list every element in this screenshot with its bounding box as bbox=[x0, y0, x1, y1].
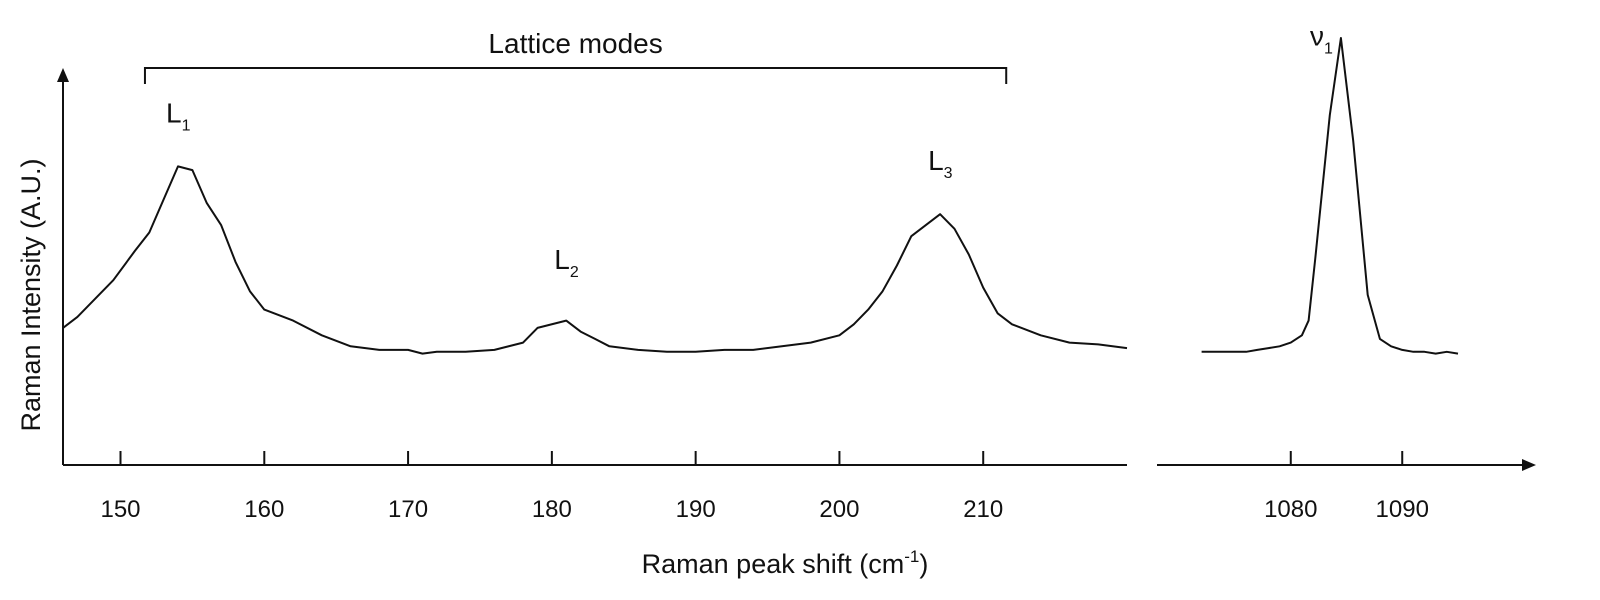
y-axis-arrow-icon bbox=[57, 68, 69, 82]
bracket-label: Lattice modes bbox=[488, 28, 662, 59]
axes bbox=[57, 68, 1536, 471]
peak-label: L2 bbox=[554, 244, 579, 281]
lattice-modes-bracket bbox=[143, 67, 1008, 84]
peak-label-main: ν bbox=[1310, 20, 1324, 51]
peak-label-main: L bbox=[554, 244, 570, 275]
x-axis-title-superscript: -1 bbox=[904, 547, 919, 566]
x-axis-arrow-icon bbox=[1522, 459, 1536, 471]
x-axis-title-tail: ) bbox=[919, 549, 928, 579]
x-tick-label: 210 bbox=[963, 496, 1003, 523]
spectrum-line-panel-1 bbox=[62, 165, 1128, 355]
y-axis-title: Raman Intensity (A.U.) bbox=[16, 158, 46, 431]
peak-label-subscript: 1 bbox=[182, 117, 191, 134]
peak-label-main: L bbox=[166, 97, 182, 128]
x-axis-title: Raman peak shift (cm-1) bbox=[642, 547, 929, 579]
x-tick-label: 200 bbox=[819, 496, 859, 523]
peak-label: L3 bbox=[928, 145, 953, 182]
peak-label-subscript: 2 bbox=[570, 264, 579, 281]
peak-label-main: L bbox=[928, 145, 944, 176]
x-tick-label: 1090 bbox=[1376, 496, 1429, 523]
x-tick-label: 150 bbox=[100, 496, 140, 523]
peak-label: ν1 bbox=[1310, 20, 1333, 57]
series-group bbox=[62, 37, 1459, 355]
peak-label-subscript: 1 bbox=[1324, 40, 1333, 57]
x-tick-label: 160 bbox=[244, 496, 284, 523]
x-tick-label: 1080 bbox=[1264, 496, 1317, 523]
x-axis-title-main: Raman peak shift (cm bbox=[642, 549, 905, 579]
spectrum-line-panel-2 bbox=[1201, 37, 1459, 355]
x-tick-label: 170 bbox=[388, 496, 428, 523]
ticks-group: 150 160 170 180 190 200 210 1080 1090 bbox=[100, 451, 1429, 523]
peak-label: L1 bbox=[166, 97, 191, 134]
x-tick-label: 190 bbox=[676, 496, 716, 523]
x-tick-label: 180 bbox=[532, 496, 572, 523]
peak-label-subscript: 3 bbox=[944, 165, 953, 182]
